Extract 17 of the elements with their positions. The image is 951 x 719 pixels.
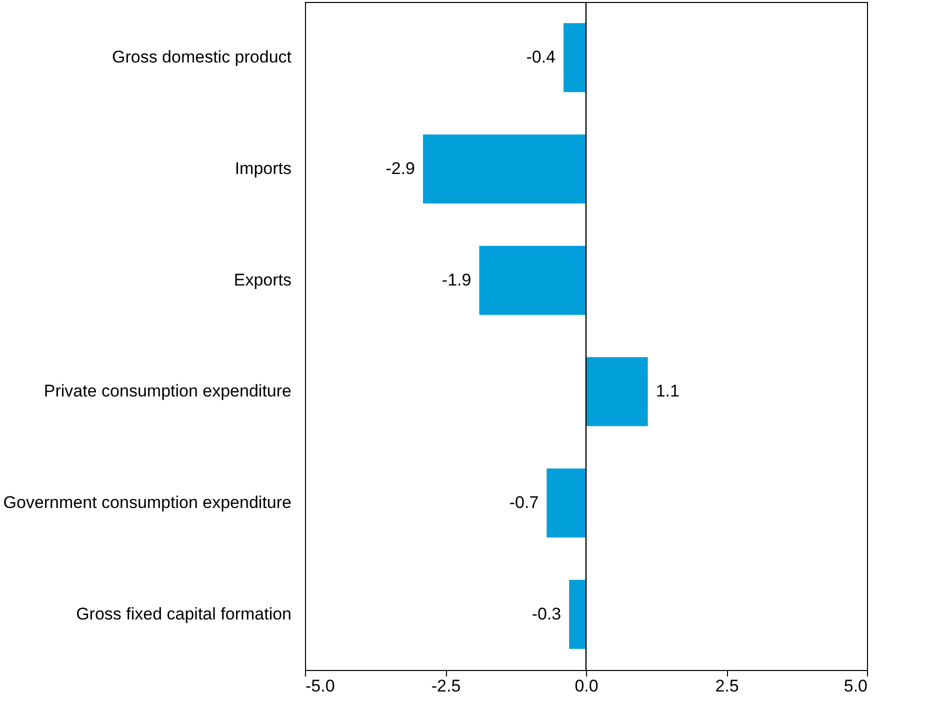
y-tick-label: Exports [234, 270, 292, 290]
data-label: -1.9 [442, 270, 472, 290]
y-tick-label: Gross fixed capital formation [76, 604, 292, 624]
y-tick-label: Imports [234, 159, 292, 178]
x-tick-label: -2.5 [431, 676, 461, 696]
x-tick-label: 0.0 [574, 676, 598, 696]
data-label: 1.1 [656, 382, 680, 401]
data-label: -0.7 [509, 493, 539, 512]
x-tick-label: -5.0 [306, 676, 335, 696]
y-tick-label: Government consumption expenditure [3, 493, 292, 512]
data-label: -0.3 [532, 604, 562, 624]
y-tick-label: Private consumption expenditure [44, 382, 292, 401]
data-label: -0.4 [526, 48, 556, 67]
data-label: -2.9 [386, 159, 416, 178]
x-tick-label: 2.5 [715, 676, 739, 696]
x-tick-label: 5.0 [844, 676, 868, 696]
y-tick-label: Gross domestic product [112, 48, 292, 67]
